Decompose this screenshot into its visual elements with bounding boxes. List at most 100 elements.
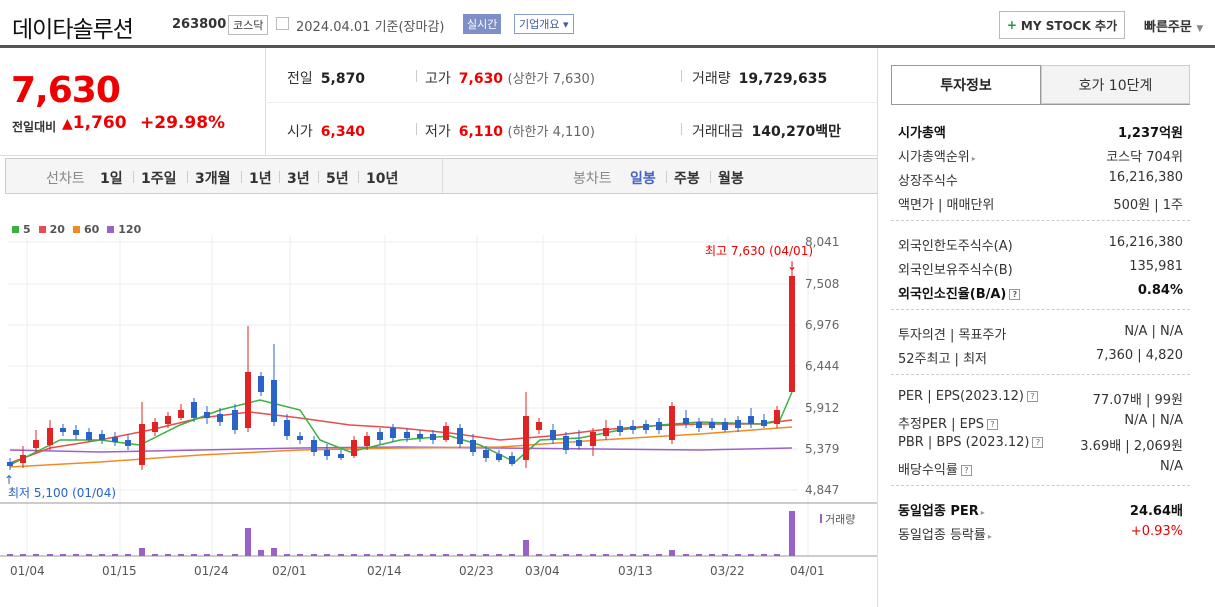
candle-weekly[interactable]: 주봉: [674, 171, 700, 187]
info-row: 상장주식수 16,216,380: [898, 170, 1183, 189]
info-row: 동일업종 PER ▸ 24.64배: [898, 500, 1183, 519]
high-value: 7,630: [458, 71, 504, 87]
volume-label: 거래량: [825, 513, 855, 526]
candle-body: [470, 440, 476, 452]
low-note: 최저 5,100 (01/04): [8, 486, 116, 500]
x-tick: 01/15: [102, 564, 137, 578]
candle-body: [351, 440, 357, 456]
candle-monthly[interactable]: 월봉: [718, 171, 744, 187]
candle-body: [669, 406, 675, 440]
volume-bar: [217, 554, 223, 556]
period-3y[interactable]: 3년: [287, 171, 310, 187]
volume-value: 19,729,635: [738, 71, 828, 87]
ma60: [9, 426, 793, 468]
info-value: 16,216,380: [1108, 170, 1183, 185]
info-key[interactable]: 동일업종 PER ▸: [898, 500, 985, 519]
candle-body: [563, 436, 569, 450]
divider: [265, 102, 878, 103]
candle-body: [245, 372, 251, 428]
period-1w[interactable]: 1주일: [141, 171, 177, 187]
period-10y[interactable]: 10년: [366, 171, 399, 187]
my-stock-add-button[interactable]: + MY STOCK 추가: [999, 11, 1125, 39]
x-tick: 03/04: [525, 564, 560, 578]
divider: [318, 171, 319, 183]
period-1d[interactable]: 1일: [100, 171, 123, 187]
volume-legend-swatch: [820, 514, 822, 523]
info-value: N/A: [1160, 459, 1183, 474]
y-tick: 6,976: [805, 318, 839, 332]
period-5y[interactable]: 5년: [326, 171, 349, 187]
divider: [666, 171, 667, 183]
info-value: 16,216,380: [1108, 235, 1183, 250]
tab-investment-info[interactable]: 투자정보: [891, 65, 1041, 104]
help-icon[interactable]: ?: [1032, 437, 1044, 448]
candle-body: [311, 440, 317, 452]
candle-body: [709, 422, 715, 428]
realtime-button[interactable]: 실시간: [463, 14, 502, 34]
volume-bar: [457, 554, 463, 556]
help-icon[interactable]: ?: [1026, 391, 1038, 402]
company-overview-label: 기업개요: [519, 18, 560, 31]
period-1y[interactable]: 1년: [249, 171, 272, 187]
info-key: 배당수익률?: [898, 459, 972, 478]
legend-item: 20: [38, 223, 65, 236]
candle-body: [7, 462, 13, 466]
help-icon[interactable]: ?: [986, 419, 998, 430]
volume-bar: [483, 554, 489, 556]
volume-bar: [536, 554, 542, 556]
candle-body: [443, 426, 449, 440]
info-key-text: 배당수익률: [898, 463, 958, 478]
info-key: PER | EPS(2023.12)?: [898, 389, 1038, 408]
candle-body: [483, 450, 489, 458]
help-icon[interactable]: ?: [960, 465, 972, 476]
info-row: 투자의견 | 목표주가 N/A | N/A: [898, 324, 1183, 343]
volume-bar: [284, 554, 290, 556]
volume-bar: [99, 554, 105, 556]
volume-bar: [324, 554, 330, 556]
caret-right-icon: ▸: [987, 532, 992, 541]
candle-daily[interactable]: 일봉: [630, 171, 656, 187]
candle-body: [73, 430, 79, 435]
info-row: 액면가 | 매매단위 500원 | 1주: [898, 194, 1183, 213]
info-value: 500원 | 1주: [1113, 198, 1183, 213]
volume-bar: [617, 554, 623, 556]
help-icon[interactable]: ?: [1009, 289, 1021, 300]
info-key-text: PBR | BPS (2023.12): [898, 435, 1030, 450]
info-key-text: 동일업종 PER: [898, 504, 979, 519]
candle-body: [377, 432, 383, 440]
period-3m[interactable]: 3개월: [195, 171, 231, 187]
candle-body: [735, 420, 741, 428]
info-key: 외국인한도주식수(A): [898, 239, 1013, 254]
tab-orderbook[interactable]: 호가 10단계: [1041, 65, 1190, 104]
calendar-icon: [276, 17, 289, 30]
divider: [279, 171, 280, 183]
y-tick: 5,912: [805, 401, 839, 415]
info-key[interactable]: 시가총액순위 ▸: [898, 146, 976, 165]
volume-bar: [496, 554, 502, 556]
info-key: 외국인보유주식수(B): [898, 263, 1013, 278]
quick-order-label: 빠른주문: [1144, 20, 1192, 35]
quick-order-button[interactable]: 빠른주문 ▼: [1144, 16, 1203, 35]
candle-body: [789, 276, 795, 392]
volume-bar: [33, 554, 39, 556]
ma120: [9, 446, 793, 453]
high-price: 고가 7,630 (상한가 7,630): [425, 68, 595, 88]
candle-body: [576, 440, 582, 446]
candle-body: [99, 434, 105, 440]
legend-swatch: [12, 226, 19, 233]
legend-swatch: [38, 226, 46, 233]
info-key[interactable]: 동일업종 등락률 ▸: [898, 524, 992, 543]
x-tick: 03/22: [710, 564, 745, 578]
info-row: 시가총액순위 ▸ 코스닥 704위: [898, 146, 1183, 165]
candle-body: [550, 430, 556, 440]
volume-bar: [351, 554, 357, 556]
volume-bar: [523, 540, 529, 556]
info-value: 135,981: [1129, 259, 1183, 274]
candle-body: [125, 440, 131, 446]
info-key: 추정PER | EPS?: [898, 413, 998, 432]
company-overview-button[interactable]: 기업개요 ▾: [514, 14, 574, 34]
candle-chart-label: 봉차트: [573, 171, 612, 187]
price-chart[interactable]: 최고 7,630 (04/01) ↓ ↑ 최저 5,100 (01/04) 8,…: [0, 200, 878, 607]
candle-body: [683, 418, 689, 424]
market-badge: 코스닥: [228, 15, 269, 35]
